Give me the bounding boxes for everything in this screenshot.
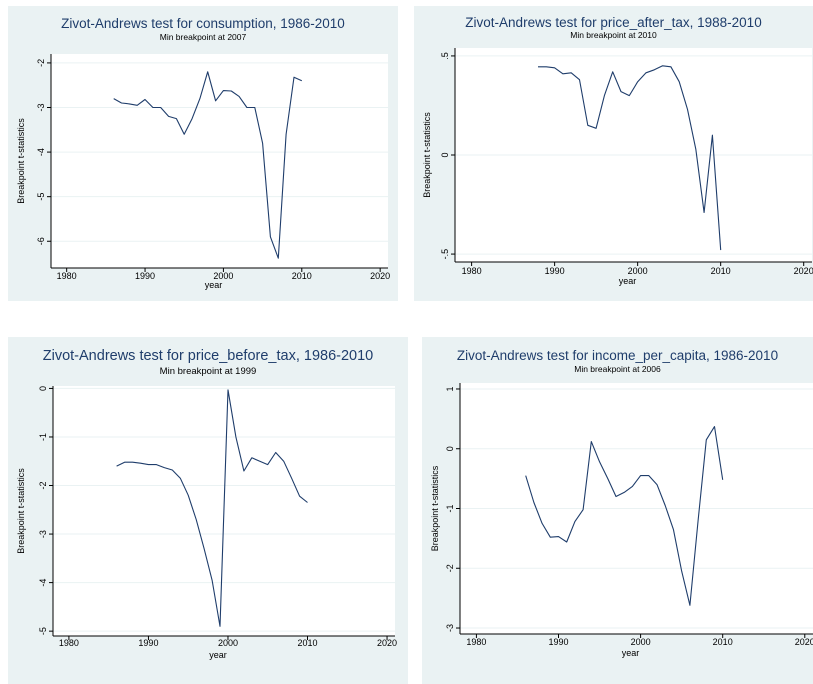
chart-subtitle: Min breakpoint at 1999	[160, 366, 257, 377]
chart-panel-income-per-capita: 1980 1990 2000 2010 2020 1 0 -1 -2 -3 Zivot-Andrew…	[422, 337, 813, 684]
y-tick-label: -4	[36, 148, 46, 156]
chart-title: Zivot-Andrews test for price_before_tax,…	[43, 348, 373, 364]
y-tick-label: -4	[38, 579, 48, 587]
y-axis-label: Breakpoint t-statistics	[430, 465, 440, 551]
x-axis-label: year	[209, 650, 227, 660]
x-tick-label: 2000	[631, 637, 651, 647]
y-tick-label: -5	[38, 627, 48, 635]
series-line	[538, 65, 722, 251]
chart-subtitle: Min breakpoint at 2006	[574, 364, 661, 374]
x-tick-label: 1990	[138, 638, 158, 648]
x-axis-label: year	[205, 280, 223, 290]
x-tick-label: 2020	[377, 638, 397, 648]
x-tick-label: 1980	[59, 638, 79, 648]
y-tick-label: 0	[445, 446, 455, 451]
x-tick-label: 1980	[466, 637, 486, 647]
x-tick-label: 1990	[135, 271, 155, 281]
x-axis-label: year	[619, 276, 637, 286]
y-tick-label: -2	[445, 564, 455, 572]
x-tick-label: 2000	[213, 271, 233, 281]
y-tick-label: -6	[36, 237, 46, 245]
x-tick-label: 1990	[548, 637, 568, 647]
x-tick-label: 1980	[462, 266, 482, 276]
series-line	[116, 389, 308, 627]
y-tick-label: -3	[36, 103, 46, 111]
y-tick-label: 0	[38, 386, 48, 391]
x-tick-label: 2010	[292, 271, 312, 281]
x-tick-label: 2010	[713, 637, 733, 647]
y-axis-label: Breakpoint t-statistics	[16, 118, 26, 204]
x-tick-label: 2000	[218, 638, 238, 648]
line-chart: 1980 1990 2000 2010 2020 -2 -3 -4 -5 -6 Zivot-Andr…	[16, 16, 390, 290]
y-axis-label: Breakpoint t-statistics	[422, 112, 432, 198]
x-tick-label: 2010	[711, 266, 731, 276]
x-axis-label: year	[622, 648, 640, 658]
x-tick-label: 2010	[297, 638, 317, 648]
y-tick-label: -3	[38, 530, 48, 538]
line-chart: 1980 1990 2000 2010 2020 0 -1 -2 -3 -4 -5 Zivot-And…	[16, 348, 397, 660]
chart-panel-price-before-tax: 1980 1990 2000 2010 2020 0 -1 -2 -3 -4 -5 Zivot-And…	[8, 337, 408, 684]
series-line	[113, 71, 303, 259]
chart-panel-consumption: 1980 1990 2000 2010 2020 -2 -3 -4 -5 -6 Zivot-Andr…	[8, 6, 398, 301]
x-tick-label: 2020	[794, 266, 813, 276]
line-chart: 1980 1990 2000 2010 2020 .5 0 -.5 Zivot-Andrews …	[422, 15, 813, 286]
chart-subtitle: Min breakpoint at 2010	[570, 30, 657, 40]
y-tick-label: -1	[38, 433, 48, 441]
y-tick-label: -2	[38, 482, 48, 490]
chart-title: Zivot-Andrews test for price_after_tax, …	[465, 15, 761, 30]
y-tick-label: 0	[440, 152, 450, 157]
y-tick-label: -1	[445, 504, 455, 512]
x-tick-label: 2000	[628, 266, 648, 276]
y-axis-label: Breakpoint t-statistics	[16, 468, 26, 554]
chart-panel-price-after-tax: 1980 1990 2000 2010 2020 .5 0 -.5 Zivot-Andrews …	[414, 6, 813, 301]
x-tick-label: 1990	[545, 266, 565, 276]
y-tick-label: -2	[36, 59, 46, 67]
y-tick-label: .5	[440, 52, 450, 60]
series-line	[525, 426, 724, 606]
y-tick-label: -3	[445, 624, 455, 632]
y-tick-label: -.5	[440, 249, 450, 260]
x-tick-label: 2020	[795, 637, 813, 647]
y-tick-label: 1	[445, 386, 455, 391]
chart-subtitle: Min breakpoint at 2007	[160, 32, 247, 42]
x-tick-label: 1980	[57, 271, 77, 281]
plot-area	[51, 54, 388, 268]
line-chart: 1980 1990 2000 2010 2020 1 0 -1 -2 -3 Zivot-Andrew…	[430, 348, 813, 658]
y-tick-label: -5	[36, 193, 46, 201]
chart-title: Zivot-Andrews test for income_per_capita…	[457, 348, 778, 363]
chart-title: Zivot-Andrews test for consumption, 1986…	[61, 16, 345, 31]
x-tick-label: 2020	[370, 271, 390, 281]
